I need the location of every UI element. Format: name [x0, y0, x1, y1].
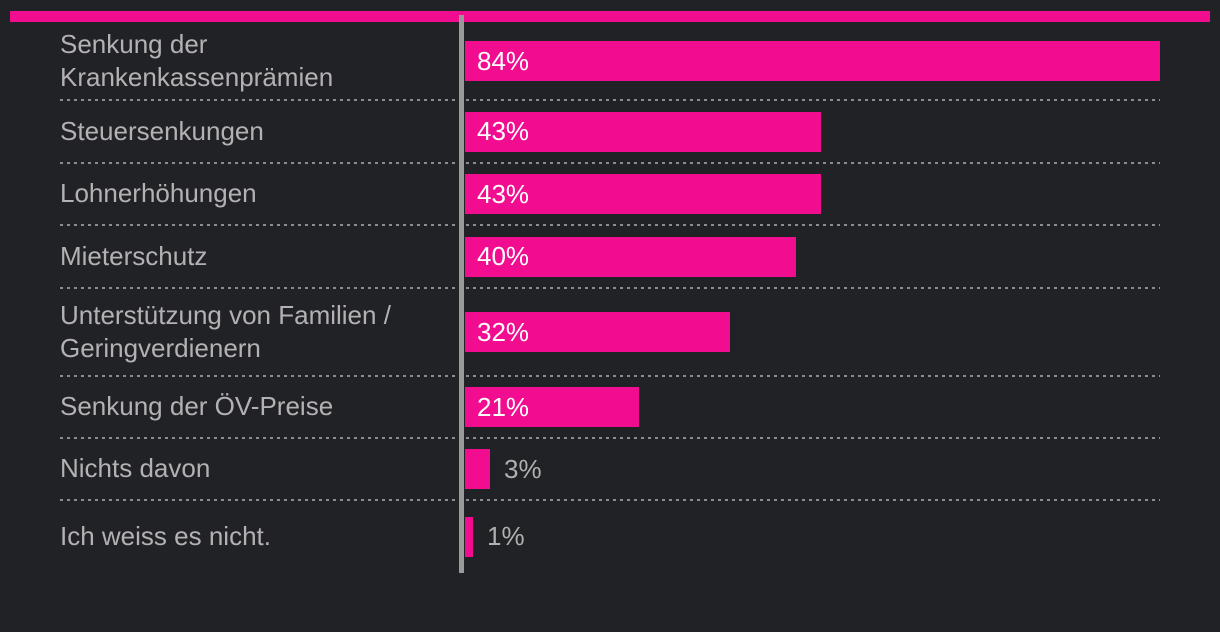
- chart-row: Unterstützung von Familien / Geringverdi…: [60, 288, 1160, 377]
- bar-track: 43%: [465, 111, 1160, 152]
- bar: 40%: [465, 236, 796, 277]
- value-label: 3%: [504, 453, 542, 484]
- value-label: 1%: [487, 521, 525, 551]
- category-label: Mieterschutz: [60, 240, 208, 271]
- bar: 43%: [465, 111, 821, 152]
- row-separator: [60, 287, 1160, 289]
- row-separator: [60, 375, 1160, 377]
- chart-row: Ich weiss es nicht. 1%: [60, 500, 1160, 573]
- chart-rows: Senkung der Krankenkassenprämien 84% Steue…: [60, 22, 1160, 573]
- bar-track: 21%: [465, 387, 1160, 427]
- chart-row: Nichts davon 3%: [60, 438, 1160, 501]
- bar: [465, 516, 473, 557]
- bar-track: 1%: [465, 516, 1160, 557]
- bar-track: 32%: [465, 312, 1160, 352]
- bar-track: 40%: [465, 236, 1160, 277]
- bar: 84%: [465, 41, 1160, 81]
- row-separator: [60, 99, 1160, 101]
- value-label: 43%: [477, 178, 530, 209]
- chart-row: Steuersenkungen 43%: [60, 100, 1160, 164]
- category-label: Lohnerhöhungen: [60, 178, 257, 209]
- row-separator: [60, 162, 1160, 164]
- chart-row: Senkung der ÖV-Preise 21%: [60, 376, 1160, 439]
- category-label: Unterstützung von Familien / Geringverdi…: [60, 299, 391, 363]
- category-label: Senkung der Krankenkassenprämien: [60, 28, 334, 92]
- bar-track: 43%: [465, 174, 1160, 214]
- bar-track: 3%: [465, 449, 1160, 489]
- axis-line: [459, 15, 464, 573]
- chart-row: Senkung der Krankenkassenprämien 84%: [60, 22, 1160, 101]
- chart-row: Lohnerhöhungen 43%: [60, 163, 1160, 226]
- chart-row: Mieterschutz 40%: [60, 225, 1160, 289]
- row-separator: [60, 224, 1160, 226]
- bar: 32%: [465, 312, 730, 352]
- value-label: 43%: [477, 116, 530, 146]
- value-label: 21%: [477, 391, 530, 422]
- row-separator: [60, 437, 1160, 439]
- value-label: 32%: [477, 316, 530, 347]
- value-label: 40%: [477, 241, 530, 271]
- row-separator: [60, 499, 1160, 501]
- value-label: 84%: [477, 45, 530, 76]
- bar: 21%: [465, 387, 639, 427]
- category-label: Nichts davon: [60, 453, 211, 484]
- category-label: Ich weiss es nicht.: [60, 520, 271, 551]
- accent-strip: [10, 11, 1210, 22]
- bar-track: 84%: [465, 41, 1160, 81]
- bar: 43%: [465, 174, 821, 214]
- bar: [465, 449, 490, 489]
- category-label: Senkung der ÖV-Preise: [60, 391, 334, 422]
- category-label: Steuersenkungen: [60, 115, 264, 146]
